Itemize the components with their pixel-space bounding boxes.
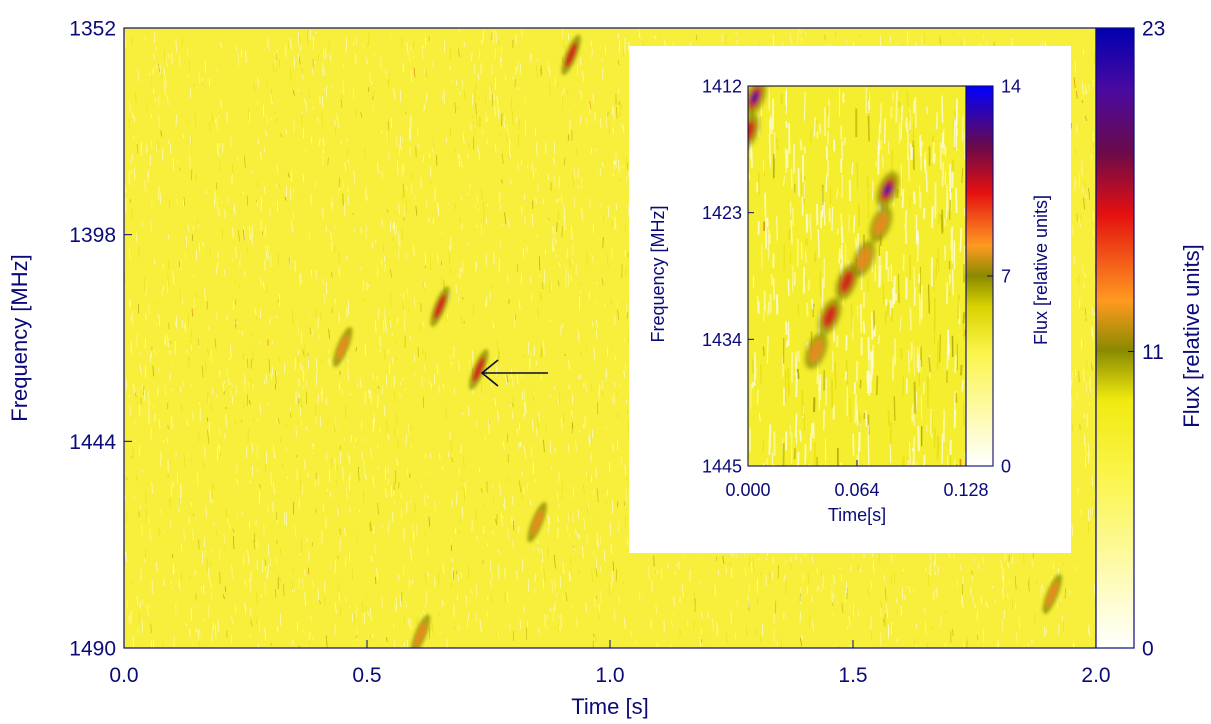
heatmap-feature-core	[414, 621, 427, 648]
inset-panel: 0.000 0.064 0.128 1412 1423 1434 1445 Time[s]…	[629, 46, 1071, 553]
main-colorbar-label: Flux [relative units]	[1179, 244, 1204, 427]
inset-colorbar-label: Flux [relative units]	[1031, 195, 1051, 345]
heatmap-feature-core	[822, 304, 837, 328]
colorbar-tick-label: 14	[1001, 76, 1021, 96]
colorbar-tick-label: 0	[1001, 456, 1011, 476]
heatmap-feature-peak	[884, 183, 892, 196]
x-tick-label: 0.000	[725, 480, 770, 500]
inset-y-axis-label: Frequency [MHz]	[648, 205, 668, 342]
heatmap-feature-core	[857, 247, 871, 271]
main-x-axis-label: Time [s]	[571, 694, 648, 719]
heatmap-feature-peak	[751, 91, 759, 104]
heatmap-feature-core	[874, 212, 888, 236]
main-x-axis: 0.0 0.5 1.0 1.5 2.0	[109, 640, 1111, 687]
y-tick-label: 1352	[69, 18, 116, 41]
y-tick-label: 1412	[702, 76, 742, 96]
y-tick-label: 1445	[702, 456, 742, 476]
main-colorbar-ticks: 0 11 23	[1128, 18, 1165, 661]
heatmap-feature-core	[531, 509, 544, 535]
arrow-annotation	[480, 359, 548, 387]
heatmap-feature-core	[809, 339, 823, 363]
heatmap-feature-core	[1046, 581, 1059, 607]
x-tick-label: 1.0	[595, 664, 624, 687]
main-y-axis-label: Frequency [MHz]	[7, 254, 32, 422]
inset-x-axis-label: Time[s]	[828, 505, 886, 525]
heatmap-feature-core	[336, 334, 349, 360]
heatmap-feature-core	[839, 270, 854, 294]
y-tick-label: 1398	[69, 224, 116, 247]
inset-heatmap-features	[748, 86, 900, 370]
main-heatmap-features	[333, 34, 1062, 648]
inset-x-axis: 0.000 0.064 0.128	[725, 460, 989, 500]
colorbar-tick-label: 0	[1142, 638, 1154, 661]
main-colorbar: 0 11 23 Flux [relative units]	[1095, 18, 1204, 661]
colorbar-tick-label: 23	[1142, 18, 1165, 41]
colorbar-tick-label: 11	[1142, 341, 1164, 364]
heatmap-feature-core	[565, 42, 578, 68]
x-tick-label: 0.128	[943, 480, 988, 500]
x-tick-label: 0.5	[352, 664, 381, 687]
x-tick-label: 2.0	[1081, 664, 1110, 687]
y-tick-label: 1434	[702, 330, 742, 350]
y-tick-label: 1444	[69, 431, 116, 454]
x-tick-label: 0.064	[834, 480, 879, 500]
main-colorbar-gradient	[1096, 28, 1134, 648]
inset-colorbar-ticks: 0 7 14	[987, 76, 1021, 476]
heatmap-feature-core	[748, 120, 755, 144]
x-tick-label: 0.0	[109, 664, 138, 687]
x-tick-label: 1.5	[838, 664, 867, 687]
y-tick-label: 1423	[702, 203, 742, 223]
inset-y-axis: 1412 1423 1434 1445	[702, 76, 754, 476]
heatmap-feature-core	[472, 356, 485, 383]
heatmap-feature-core	[433, 293, 446, 320]
y-tick-label: 1490	[69, 638, 116, 661]
main-y-axis: 1352 1398 1444 1490	[69, 18, 132, 661]
colorbar-tick-label: 7	[1001, 266, 1011, 286]
